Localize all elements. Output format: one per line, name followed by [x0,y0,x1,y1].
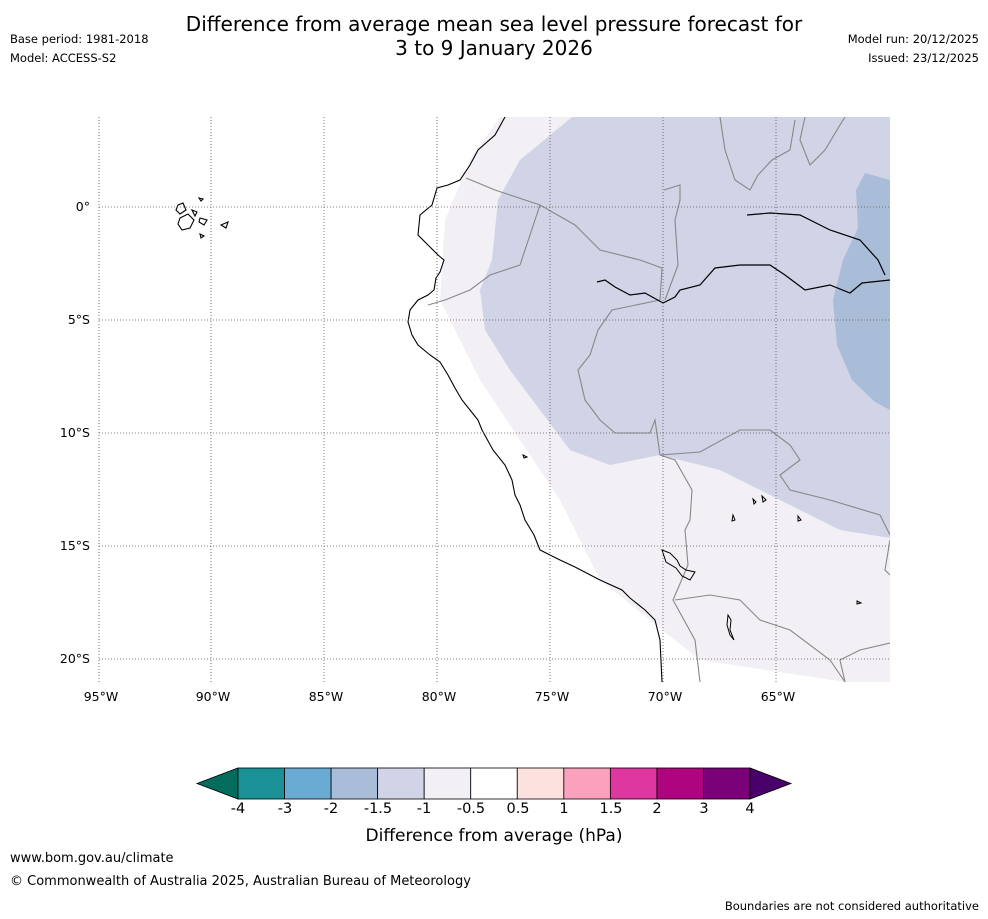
colorbar-bin [703,767,751,800]
anomaly-region-minus-2-to-minus-1.5 [833,173,890,410]
lat-label: 10°S [60,425,90,440]
colorbar-bin [284,767,332,800]
base-period: Base period: 1981-2018 [10,32,149,46]
colorbar-bin [377,767,425,800]
map-area [175,117,890,682]
galapagos-islands [175,197,229,239]
footer-copyright: © Commonwealth of Australia 2025, Austra… [10,874,471,889]
colorbar-tick: 1.5 [599,801,623,817]
lat-label: 5°S [68,312,90,327]
colorbar-bin [330,767,379,800]
colorbar-tick: -4 [230,801,246,817]
lake-titicaca [661,549,696,581]
coastline [407,117,663,682]
country-borders [427,117,890,682]
graticule [98,117,890,682]
footer-url: www.bom.gov.au/climate [10,851,174,866]
colorbar-tick: -2 [323,801,339,817]
latitude-labels: 0° 5°S 10°S 15°S 20°S [60,199,90,666]
lon-label: 80°W [422,689,457,704]
lat-label: 15°S [60,538,90,553]
colorbar-bin [516,767,565,800]
colorbar-bin [563,767,611,800]
lat-label: 20°S [60,651,90,666]
colorbar-tick: 0.5 [506,801,530,817]
colorbar-over-arrow [749,767,793,800]
colorbar [195,767,793,800]
colorbar-bin [609,767,658,800]
amazon-river [596,212,890,304]
map-title: Difference from average mean sea level p… [0,12,988,60]
model-name: Model: ACCESS-S2 [10,51,117,65]
lon-label: 95°W [84,689,119,704]
colorbar-under-arrow [195,767,239,800]
colorbar-bin [470,767,518,800]
title-line-2: 3 to 9 January 2026 [395,36,593,60]
lon-label: 90°W [196,689,231,704]
colorbar-tick: 2 [652,801,662,817]
small-lakes [522,454,863,605]
lat-label: 0° [76,199,90,214]
lon-label: 85°W [309,689,344,704]
colorbar-tick: -1.5 [363,801,393,817]
title-line-1: Difference from average mean sea level p… [185,12,803,36]
lon-label: 70°W [648,689,683,704]
lake-poopo [726,613,735,641]
colorbar-bin [656,767,704,800]
metadata-right: Model run: 20/12/2025 Issued: 23/12/2025 [848,30,979,68]
longitude-labels: 95°W 90°W 85°W 80°W 75°W 70°W 65°W [84,689,796,704]
colorbar-tick: -0.5 [456,801,486,817]
colorbar-tick: -3 [277,801,293,817]
colorbar-tick: -1 [416,801,432,817]
metadata-left: Base period: 1981-2018 Model: ACCESS-S2 [10,30,149,68]
colorbar-bin [237,767,285,800]
lon-label: 65°W [761,689,796,704]
colorbar-label: Difference from average (hPa) [365,826,623,846]
colorbar-tick: 3 [699,801,709,817]
colorbar-tick: 4 [745,801,755,817]
lon-label: 75°W [535,689,570,704]
issued-date: Issued: 23/12/2025 [868,51,979,65]
footer-disclaimer: Boundaries are not considered authoritat… [724,899,979,913]
colorbar-bin [423,767,472,800]
model-run: Model run: 20/12/2025 [847,32,979,46]
colorbar-tick: 1 [559,801,569,817]
